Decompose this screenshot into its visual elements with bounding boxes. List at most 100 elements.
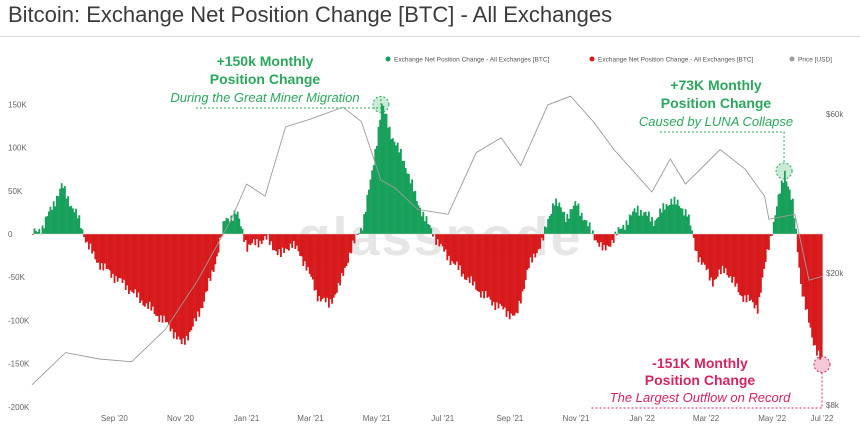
position-bar: [424, 221, 426, 234]
position-bar: [630, 215, 633, 234]
position-bar: [428, 224, 431, 234]
position-bar: [416, 201, 418, 234]
position-bar: [336, 234, 338, 293]
position-bar: [368, 189, 370, 234]
position-bar: [548, 215, 551, 234]
position-bar: [398, 152, 401, 234]
position-bar: [56, 195, 58, 234]
position-bar: [552, 203, 554, 234]
position-bar: [566, 213, 569, 234]
position-bar: [763, 234, 765, 269]
position-bar: [604, 234, 607, 251]
position-bar: [512, 234, 514, 316]
position-bar: [294, 234, 297, 249]
position-bar: [505, 234, 508, 317]
position-bar: [81, 229, 84, 234]
position-bar: [795, 228, 797, 234]
position-bar: [544, 226, 546, 234]
position-bar: [766, 234, 769, 250]
position-bar: [316, 234, 319, 302]
position-bar: [353, 234, 356, 244]
position-bar: [304, 234, 306, 262]
position-bar: [360, 228, 362, 234]
position-bar: [739, 234, 741, 296]
position-bar: [470, 234, 473, 277]
x-tick-label: Sep '21: [496, 414, 523, 423]
y-axis-right: $60k $20k $8k: [826, 110, 844, 410]
position-bar: [715, 234, 717, 279]
position-bar: [532, 234, 535, 254]
y-tick-label: -200K: [8, 403, 30, 412]
position-bar: [649, 221, 652, 234]
position-bar: [361, 230, 364, 234]
position-bar: [57, 196, 60, 234]
position-bar: [254, 234, 257, 246]
position-bar: [420, 216, 423, 234]
position-bar: [288, 234, 290, 251]
position-bar: [196, 234, 199, 312]
chart-legend: Exchange Net Position Change - All Excha…: [385, 56, 832, 64]
position-bar: [635, 212, 637, 234]
position-bar: [489, 234, 492, 300]
position-bar: [729, 234, 732, 277]
annotation-caption: The Largest Outflow on Record: [610, 390, 791, 405]
position-bar: [272, 234, 274, 251]
position-bar: [803, 234, 805, 297]
price-line: [31, 95, 823, 386]
position-bar: [388, 126, 391, 234]
position-bar: [785, 181, 788, 234]
position-bar: [748, 234, 751, 301]
position-bar: [96, 234, 98, 263]
position-bar: [504, 234, 506, 308]
position-bar: [249, 234, 252, 246]
position-bar: [521, 234, 524, 292]
position-bar: [718, 234, 721, 270]
position-bar: [528, 234, 530, 269]
y-right-tick-label: $60k: [826, 110, 844, 119]
position-bar: [625, 220, 628, 234]
position-bar: [270, 234, 273, 242]
position-bar: [459, 234, 461, 266]
position-bar: [515, 234, 517, 313]
position-bar: [84, 234, 87, 243]
position-bar: [132, 234, 135, 294]
position-bar: [585, 220, 588, 234]
position-bar: [769, 234, 772, 236]
position-bar: [372, 165, 375, 234]
position-bar: [422, 211, 425, 234]
annotation: +73K Monthly Position Change Caused by LUN…: [639, 77, 793, 180]
y-axis-left: 150K 100K 50K 0 -50K -100K -150K -200K: [8, 100, 30, 411]
position-bar: [745, 234, 748, 303]
position-bar: [115, 234, 117, 277]
position-bar: [308, 234, 311, 274]
y-tick-label: -50K: [8, 273, 26, 282]
position-bar: [788, 189, 791, 234]
position-bar: [49, 206, 52, 234]
position-bar: [779, 193, 781, 234]
position-bar: [107, 234, 109, 269]
position-bar: [376, 145, 378, 234]
position-bar: [404, 167, 407, 234]
position-bar: [576, 205, 578, 234]
position-bar: [475, 234, 477, 290]
position-bar: [732, 234, 735, 277]
position-bar: [660, 212, 663, 234]
position-bar: [129, 234, 132, 291]
position-bar: [648, 211, 650, 234]
position-bar: [780, 180, 783, 234]
position-bar: [801, 234, 804, 297]
position-bar: [478, 234, 481, 293]
position-bar: [257, 234, 260, 248]
position-bar: [100, 234, 103, 264]
position-bar: [324, 234, 327, 303]
position-bar: [712, 234, 714, 287]
position-bar: [449, 234, 452, 266]
position-bar: [713, 234, 716, 280]
legend-marker: [385, 56, 391, 62]
position-bar: [73, 212, 76, 234]
position-bar: [246, 234, 249, 252]
annotation-title: +73K Monthly: [670, 77, 762, 93]
position-bar: [260, 234, 263, 244]
position-bar: [235, 214, 237, 234]
position-bar: [408, 173, 410, 234]
